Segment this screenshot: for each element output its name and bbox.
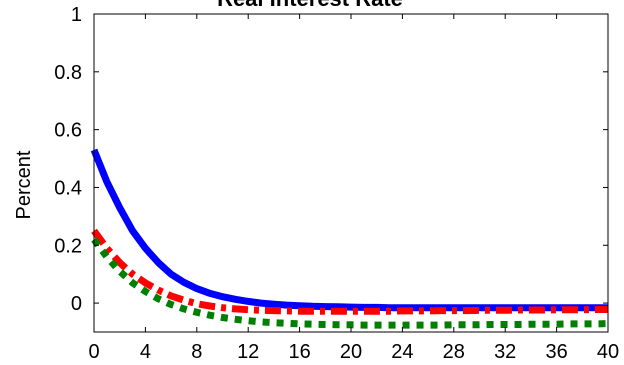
series-line-2 <box>91 228 608 315</box>
chart-title: Real Interest Rate <box>217 0 403 11</box>
x-tick-label: 36 <box>545 341 567 363</box>
x-tick-label: 20 <box>340 341 362 363</box>
y-tick-label: 0.6 <box>54 120 82 142</box>
y-tick-label: 0.2 <box>54 235 82 257</box>
plot-frame <box>93 13 609 333</box>
y-tick-label: 1 <box>71 4 82 26</box>
series-layer <box>90 148 609 329</box>
y-tick-label: 0.8 <box>54 62 82 84</box>
x-tick-label: 16 <box>288 341 310 363</box>
x-tick-label: 0 <box>88 341 99 363</box>
y-tick-label: 0.4 <box>54 177 82 199</box>
y-axis-label: Percent <box>13 150 35 219</box>
x-tick-label: 8 <box>191 341 202 363</box>
x-tick-label: 32 <box>494 341 516 363</box>
series-line-1 <box>90 148 608 312</box>
x-tick-label: 12 <box>237 341 259 363</box>
x-tick-label: 28 <box>443 341 465 363</box>
x-tick-label: 4 <box>140 341 151 363</box>
series-line-3 <box>91 237 609 329</box>
x-tick-label: 40 <box>597 341 619 363</box>
y-tick-label: 0 <box>71 293 82 315</box>
x-axis: 0 4 8 12 16 20 24 28 32 36 40 <box>88 14 619 363</box>
y-axis: 0 0.2 0.4 0.6 0.8 1 <box>54 4 608 315</box>
x-tick-label: 24 <box>391 341 413 363</box>
